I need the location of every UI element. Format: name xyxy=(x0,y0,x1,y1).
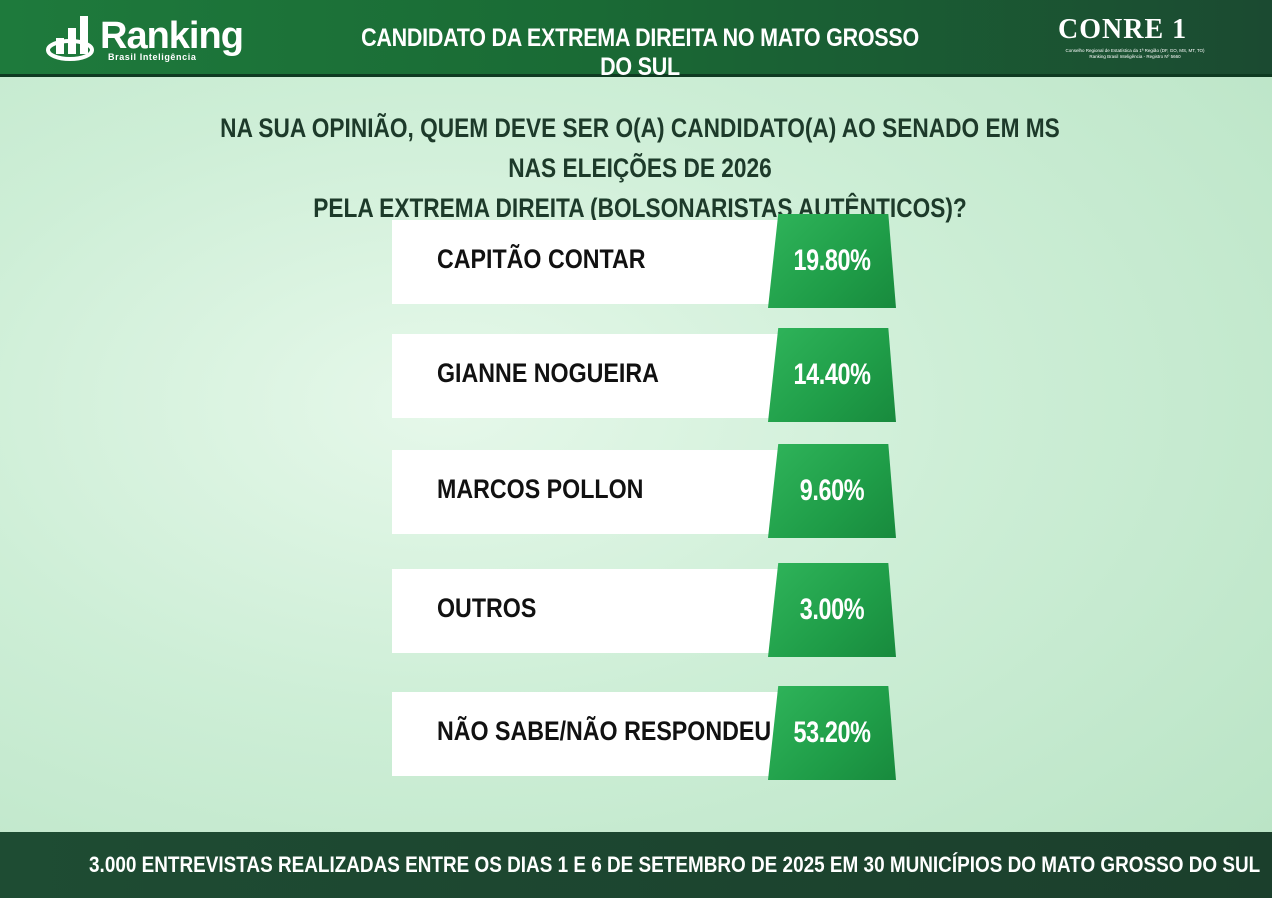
percentage-badge: 14.40% xyxy=(768,328,896,422)
candidate-card: MARCOS POLLON xyxy=(392,450,780,534)
header-bar: Ranking Brasil Inteligência CANDIDATO DA… xyxy=(0,0,1272,81)
candidate-card: CAPITÃO CONTAR xyxy=(392,220,780,304)
candidate-name: OUTROS xyxy=(437,593,537,623)
survey-question: NA SUA OPINIÃO, QUEM DEVE SER O(A) CANDI… xyxy=(220,108,1060,228)
result-row: GIANNE NOGUEIRA 14.40% xyxy=(390,328,900,424)
question-line-1: NA SUA OPINIÃO, QUEM DEVE SER O(A) CANDI… xyxy=(220,113,1060,183)
candidate-card: NÃO SABE/NÃO RESPONDEU xyxy=(392,692,780,776)
candidate-name: GIANNE NOGUEIRA xyxy=(437,358,659,388)
page-title: CANDIDATO DA EXTREMA DIREITA NO MATO GRO… xyxy=(361,24,919,81)
footer-methodology: 3.000 ENTREVISTAS REALIZADAS ENTRE OS DI… xyxy=(89,852,1261,877)
percentage-value: 53.20% xyxy=(793,716,871,749)
candidate-name: MARCOS POLLON xyxy=(437,474,644,504)
conre-wordmark: CONRE 1 xyxy=(1058,14,1188,45)
candidate-name: NÃO SABE/NÃO RESPONDEU xyxy=(437,716,772,746)
ranking-logo: Ranking Brasil Inteligência xyxy=(46,12,244,66)
result-row: NÃO SABE/NÃO RESPONDEU 53.20% xyxy=(390,686,900,782)
logo-wordmark: Ranking xyxy=(100,15,244,57)
footer-bar: 3.000 ENTREVISTAS REALIZADAS ENTRE OS DI… xyxy=(0,832,1272,898)
percentage-badge: 53.20% xyxy=(768,686,896,780)
percentage-value: 3.00% xyxy=(799,593,865,626)
percentage-value: 9.60% xyxy=(799,474,865,507)
candidate-card: GIANNE NOGUEIRA xyxy=(392,334,780,418)
logo-subtitle: Brasil Inteligência xyxy=(108,52,197,62)
result-row: MARCOS POLLON 9.60% xyxy=(390,444,900,540)
conre-logo: CONRE 1 Conselho Regional de Estatística… xyxy=(1050,14,1210,64)
percentage-badge: 19.80% xyxy=(768,214,896,308)
conre-subtitle: Conselho Regional de Estatística da 1ª R… xyxy=(1065,48,1205,59)
percentage-badge: 9.60% xyxy=(768,444,896,538)
percentage-badge: 3.00% xyxy=(768,563,896,657)
result-row: CAPITÃO CONTAR 19.80% xyxy=(390,214,900,310)
percentage-value: 19.80% xyxy=(793,244,871,277)
result-row: OUTROS 3.00% xyxy=(390,563,900,659)
ranking-chart-icon xyxy=(46,16,94,61)
percentage-value: 14.40% xyxy=(793,358,871,391)
candidate-name: CAPITÃO CONTAR xyxy=(437,244,646,274)
candidate-card: OUTROS xyxy=(392,569,780,653)
